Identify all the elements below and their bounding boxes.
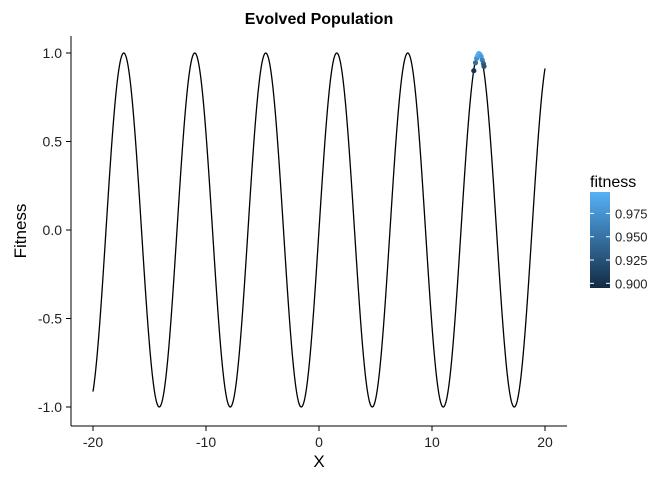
x-axis-title: X xyxy=(313,452,324,471)
population-point xyxy=(481,63,487,69)
population-points xyxy=(471,50,487,74)
legend-tick-label: 0.950 xyxy=(615,230,648,245)
y-tick-label: -0.5 xyxy=(38,311,62,327)
population-point xyxy=(471,68,477,74)
y-axis-title: Fitness xyxy=(11,204,30,259)
x-tick-label: 10 xyxy=(424,434,440,450)
y-axis-ticks: -1.0 -0.5 0.0 0.5 1.0 xyxy=(38,45,71,415)
chart-title: Evolved Population xyxy=(245,11,393,28)
y-tick-label: 0.0 xyxy=(43,222,63,238)
legend-colorbar xyxy=(590,192,610,288)
x-tick-label: -10 xyxy=(196,434,216,450)
fitness-curve xyxy=(92,52,546,408)
legend-tick-label: 0.975 xyxy=(615,206,648,221)
legend-tick-label: 0.925 xyxy=(615,253,648,268)
x-axis-ticks: -20 -10 0 10 20 xyxy=(83,426,553,450)
y-tick-label: -1.0 xyxy=(38,399,62,415)
x-tick-label: 20 xyxy=(537,434,553,450)
y-tick-label: 0.5 xyxy=(43,134,63,150)
color-legend: fitness 0.975 0.950 0.925 0.900 xyxy=(590,174,648,291)
population-point xyxy=(472,60,479,66)
legend-title: fitness xyxy=(590,174,636,191)
legend-tick-label: 0.900 xyxy=(615,276,648,291)
x-tick-label: -20 xyxy=(83,434,103,450)
legend-ticks: 0.975 0.950 0.925 0.900 xyxy=(590,206,648,291)
x-tick-label: 0 xyxy=(315,434,323,450)
y-tick-label: 1.0 xyxy=(43,45,63,61)
